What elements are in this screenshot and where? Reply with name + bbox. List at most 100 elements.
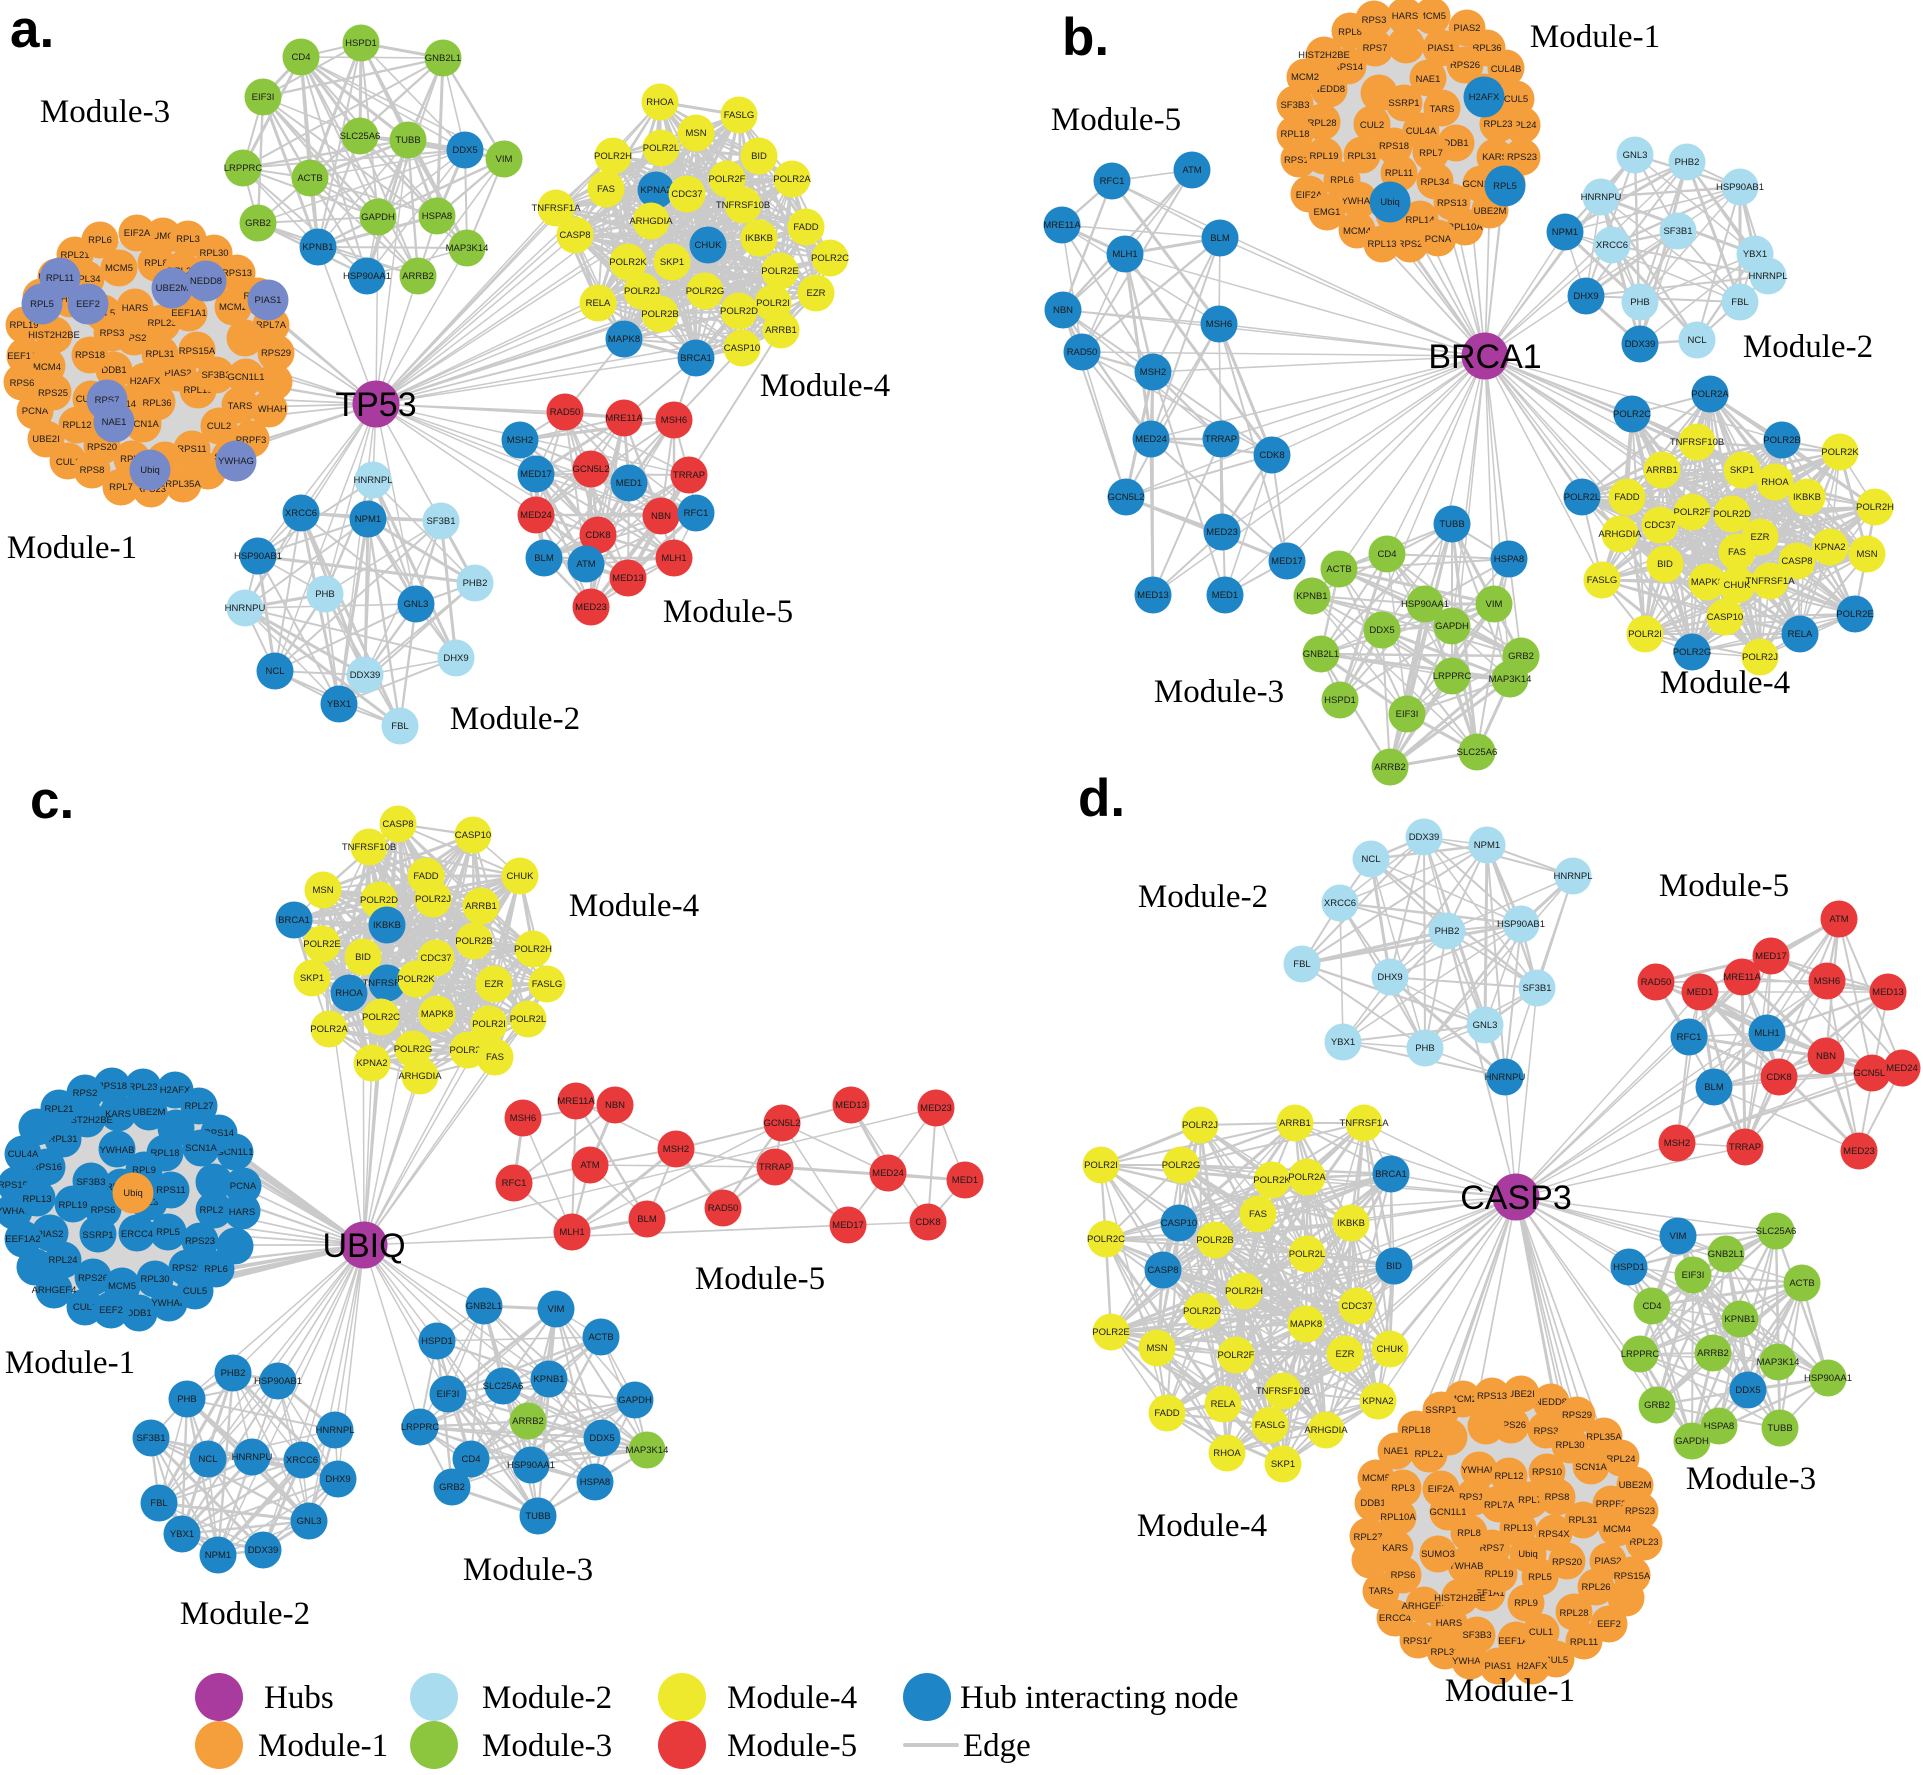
svg-text:HSPD1: HSPD1: [345, 38, 377, 49]
svg-text:PIAS2: PIAS2: [1454, 23, 1481, 34]
svg-text:CUL1: CUL1: [56, 457, 80, 468]
svg-text:GCN1L1: GCN1L1: [1430, 1507, 1467, 1518]
svg-text:RPS16: RPS16: [1284, 155, 1314, 166]
svg-text:FASLG: FASLG: [724, 110, 755, 121]
svg-text:EIF2A: EIF2A: [124, 228, 151, 239]
svg-text:RPS26: RPS26: [78, 1273, 108, 1284]
svg-text:HNRNPL: HNRNPL: [315, 1425, 354, 1436]
svg-text:CUL5: CUL5: [1504, 94, 1528, 105]
svg-text:TUBB: TUBB: [395, 135, 420, 146]
svg-text:CUL4B: CUL4B: [1491, 64, 1522, 75]
svg-text:EIF2A: EIF2A: [1428, 1484, 1455, 1495]
svg-text:MLH1: MLH1: [1112, 249, 1137, 260]
svg-text:MED24: MED24: [520, 510, 552, 521]
svg-text:SUMO3: SUMO3: [146, 231, 180, 242]
svg-text:H2AFX: H2AFX: [1517, 1661, 1548, 1672]
svg-text:ARHGDIA: ARHGDIA: [1304, 1425, 1348, 1436]
svg-text:RPL3: RPL3: [176, 234, 200, 245]
svg-text:c.: c.: [30, 771, 74, 830]
svg-text:CUL4A: CUL4A: [1406, 126, 1437, 137]
svg-text:Module-5: Module-5: [727, 1728, 857, 1764]
svg-text:RPS2: RPS2: [1398, 239, 1423, 250]
svg-text:MSN: MSN: [1856, 549, 1877, 560]
svg-text:MSN: MSN: [685, 128, 706, 139]
svg-text:MAP3K14: MAP3K14: [626, 1445, 669, 1456]
svg-text:RFC1: RFC1: [502, 1178, 527, 1189]
svg-text:GNB2L1: GNB2L1: [425, 53, 461, 64]
svg-text:RPS18: RPS18: [75, 350, 105, 361]
svg-text:RPL30: RPL30: [140, 1274, 169, 1285]
svg-text:RPS6: RPS6: [1391, 1570, 1416, 1581]
svg-text:RPS15A: RPS15A: [179, 346, 216, 357]
svg-text:POLR2I: POLR2I: [756, 298, 790, 309]
svg-text:ARRB1: ARRB1: [1279, 1118, 1311, 1129]
svg-text:CUL2: CUL2: [207, 421, 231, 432]
svg-text:RPS3: RPS3: [1534, 1426, 1559, 1437]
svg-text:BLM: BLM: [1704, 1082, 1724, 1093]
svg-text:GNB2L1: GNB2L1: [466, 1301, 502, 1312]
svg-text:Module-5: Module-5: [695, 1261, 825, 1297]
svg-text:MED23: MED23: [1843, 1146, 1875, 1157]
svg-text:HSPD1: HSPD1: [1613, 1262, 1645, 1273]
svg-text:POLR2H: POLR2H: [1856, 502, 1894, 513]
svg-text:TRRAP: TRRAP: [1205, 434, 1237, 445]
svg-text:VIM: VIM: [548, 1304, 565, 1315]
svg-text:RPL18: RPL18: [1401, 1425, 1430, 1436]
svg-text:POLR2A: POLR2A: [310, 1024, 348, 1035]
svg-text:MSH2: MSH2: [507, 435, 533, 446]
svg-text:DDB1: DDB1: [1443, 138, 1468, 149]
svg-text:DDX39: DDX39: [248, 1545, 279, 1556]
svg-text:RPL27: RPL27: [184, 1101, 213, 1112]
svg-text:RPS13: RPS13: [1437, 198, 1467, 209]
svg-text:HSP90AB1: HSP90AB1: [1497, 919, 1545, 930]
svg-text:KPNB1: KPNB1: [302, 242, 333, 253]
svg-text:H2AFX: H2AFX: [1469, 92, 1500, 103]
svg-text:FASLG: FASLG: [1587, 575, 1618, 586]
svg-text:GCN1L1: GCN1L1: [217, 1147, 254, 1158]
svg-text:HIST2H2BE: HIST2H2BE: [1298, 50, 1350, 61]
svg-text:RPL18: RPL18: [183, 385, 212, 396]
svg-text:RPL24: RPL24: [1606, 1454, 1635, 1465]
svg-text:MED13: MED13: [1137, 590, 1169, 601]
svg-text:RPS7: RPS7: [95, 395, 120, 406]
svg-text:TNFRSF1A: TNFRSF1A: [1745, 576, 1795, 587]
svg-text:MSH2: MSH2: [663, 1144, 689, 1155]
svg-text:RPL24: RPL24: [1507, 120, 1536, 131]
svg-text:SLC25A6: SLC25A6: [1457, 747, 1498, 758]
svg-text:RPL11: RPL11: [1385, 168, 1413, 179]
svg-text:Module-1: Module-1: [1530, 19, 1660, 55]
svg-text:POLR2F: POLR2F: [709, 174, 746, 185]
svg-text:FADD: FADD: [793, 222, 818, 233]
svg-text:ARRB1: ARRB1: [465, 901, 497, 912]
svg-text:MED1: MED1: [952, 1175, 978, 1186]
svg-text:Module-5: Module-5: [663, 594, 793, 630]
svg-text:BID: BID: [1386, 1261, 1402, 1272]
svg-text:TNFRSF1A: TNFRSF1A: [1339, 1118, 1389, 1129]
svg-text:FADD: FADD: [413, 871, 438, 882]
svg-text:POLR2L: POLR2L: [1289, 1249, 1325, 1260]
svg-text:POLR2L: POLR2L: [643, 143, 679, 154]
svg-text:MAPK8: MAPK8: [608, 334, 640, 345]
svg-text:BLM: BLM: [637, 1214, 657, 1225]
svg-text:CUL2: CUL2: [1360, 120, 1384, 131]
svg-text:PHB: PHB: [177, 1394, 197, 1405]
svg-text:Module-3: Module-3: [482, 1728, 612, 1764]
svg-text:NPM1: NPM1: [355, 514, 381, 525]
svg-text:POLR2L: POLR2L: [1564, 492, 1600, 503]
svg-text:RPL3: RPL3: [1391, 1483, 1415, 1494]
svg-text:HARS: HARS: [122, 303, 148, 314]
svg-text:NPM1: NPM1: [1552, 227, 1578, 238]
svg-text:RPL10A: RPL10A: [1380, 1512, 1416, 1523]
svg-text:EEF2: EEF2: [76, 299, 100, 310]
svg-text:RPS23: RPS23: [1625, 1506, 1655, 1517]
svg-text:CD4: CD4: [291, 52, 310, 63]
svg-text:ARRB2: ARRB2: [1374, 762, 1406, 773]
svg-text:POLR2A: POLR2A: [1288, 1172, 1326, 1183]
svg-text:UBE2I: UBE2I: [32, 434, 59, 445]
svg-text:CD4: CD4: [461, 1454, 480, 1465]
svg-text:RPL7A: RPL7A: [1484, 1500, 1515, 1511]
svg-text:RPL12: RPL12: [1494, 1471, 1523, 1482]
svg-text:POLR2E: POLR2E: [1836, 609, 1874, 620]
svg-text:NAE1: NAE1: [1384, 1446, 1409, 1457]
svg-text:KPNB1: KPNB1: [533, 1374, 564, 1385]
